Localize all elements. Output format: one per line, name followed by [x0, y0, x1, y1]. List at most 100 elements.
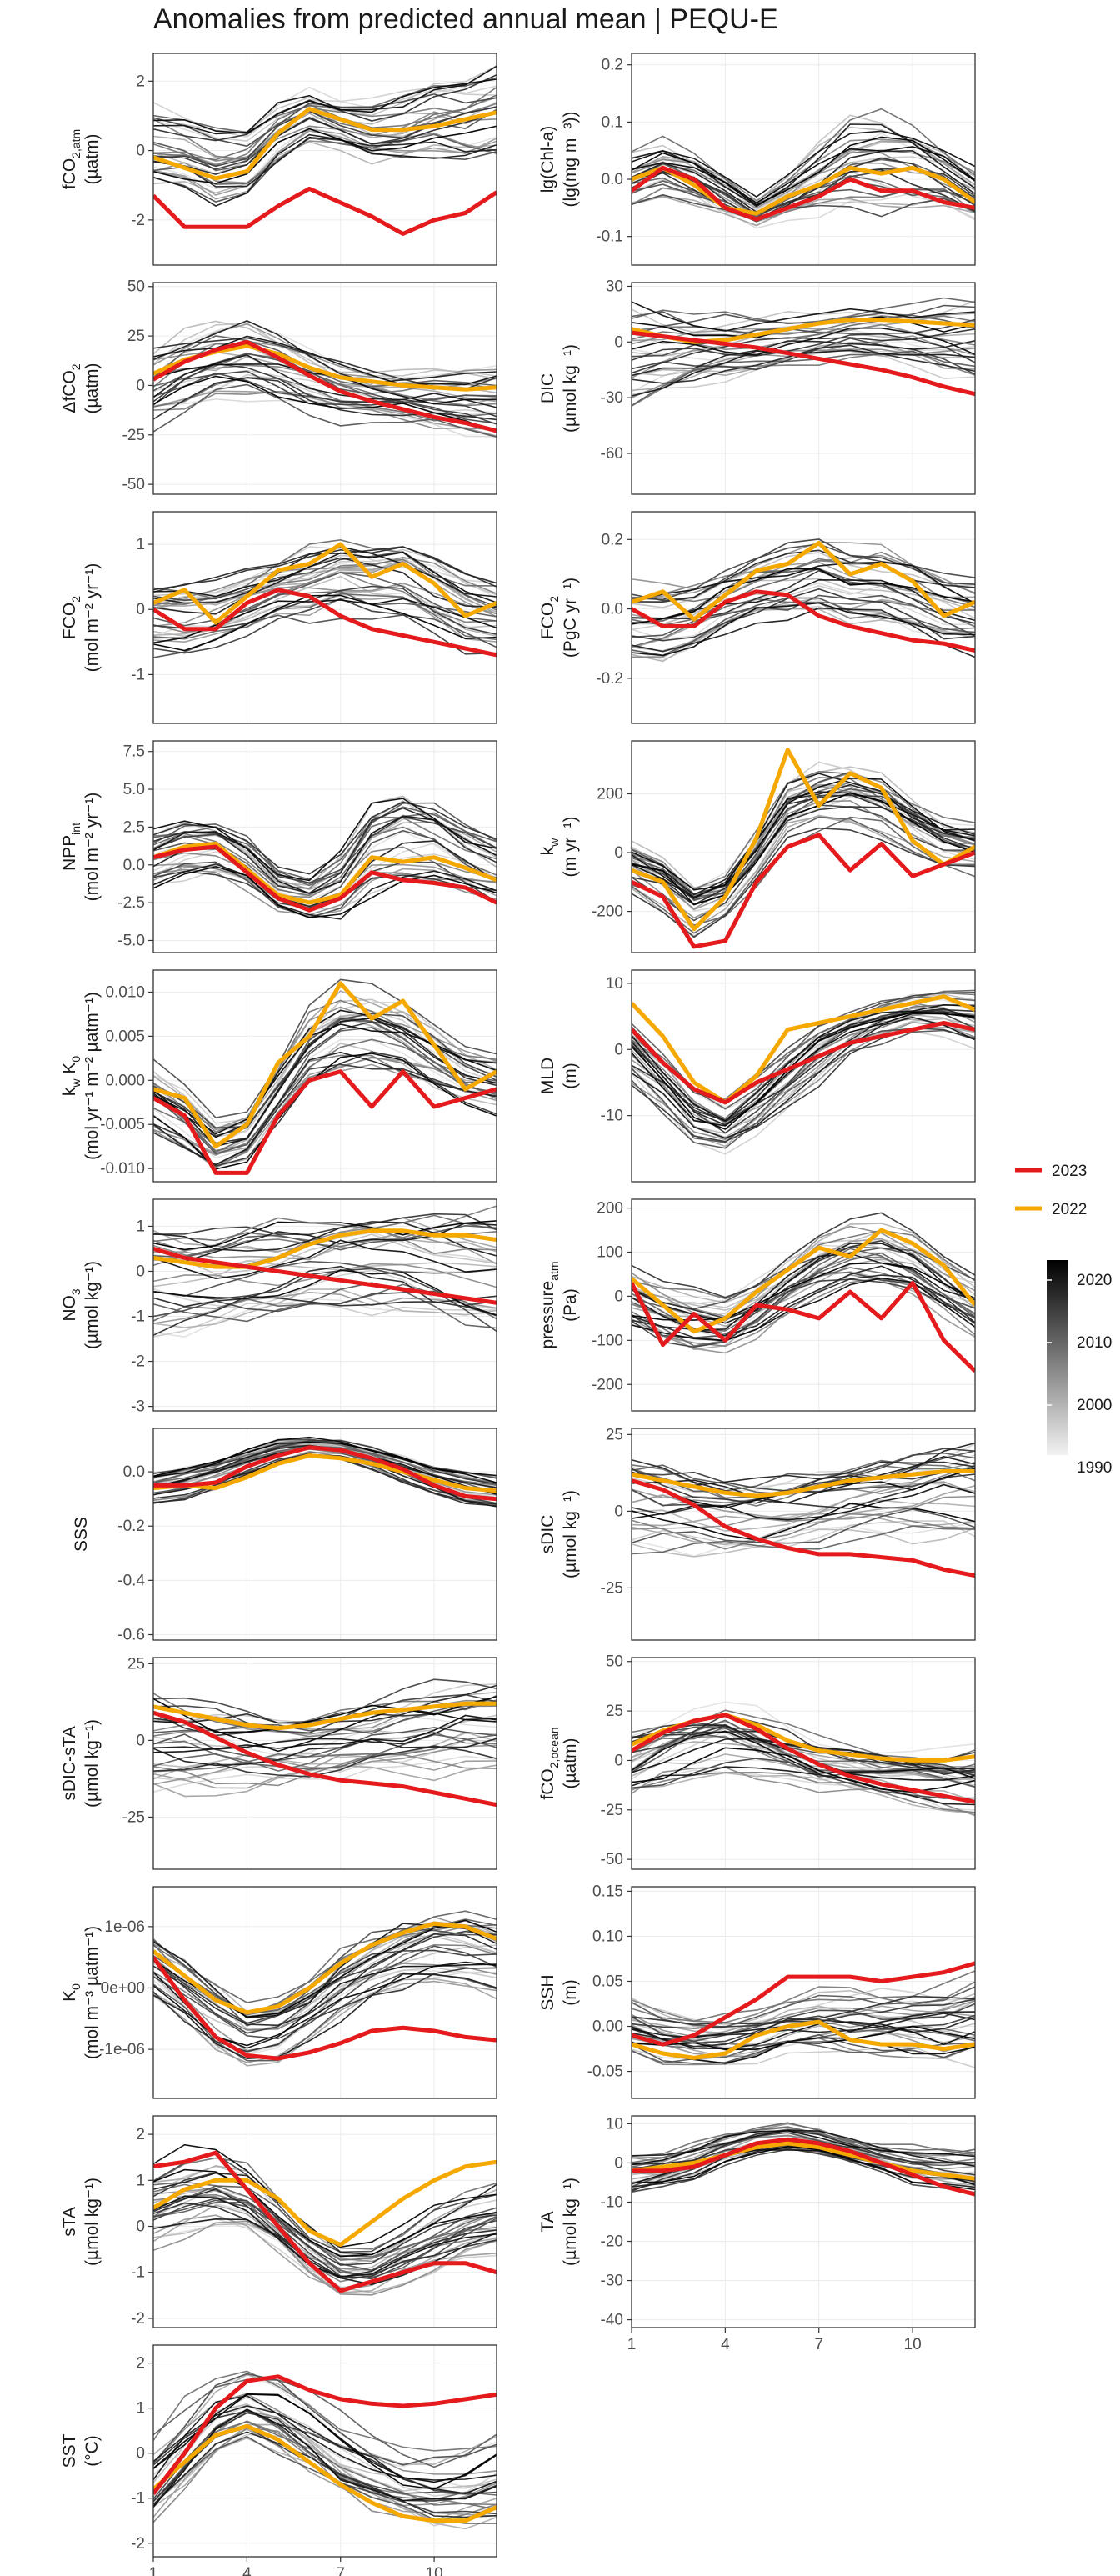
series-2023-line [632, 1713, 975, 1804]
year-line [153, 861, 497, 918]
year-line [153, 815, 497, 894]
panel-frame [631, 969, 976, 1183]
year-line [153, 572, 497, 627]
year-line [632, 304, 975, 336]
year-line [153, 398, 497, 438]
highlight-series [632, 1961, 975, 2060]
y-tick-label: 0 [136, 1263, 145, 1280]
series-2023-line [632, 165, 975, 222]
year-line [632, 1732, 975, 1788]
year-line [153, 2428, 497, 2518]
highlight-series [632, 1469, 975, 1578]
year-line [632, 1003, 975, 1122]
historical-year-lines [632, 297, 975, 407]
y-axis-label: sDIC-sTA [60, 1726, 79, 1800]
series-2022-line [632, 2019, 975, 2060]
y-axis-label: fCO2,ocean [538, 1727, 561, 1799]
year-line [153, 1753, 497, 1787]
y-tick-label: 0.0 [123, 1463, 145, 1481]
year-line [632, 1503, 975, 1541]
series-2022-line [153, 2159, 497, 2248]
panel-dfCO2: -50 -25 0 25 50 ΔfCO2 (µatm) [60, 278, 498, 495]
y-axis-unit: (mol m⁻² yr⁻¹) [82, 563, 102, 673]
year-line [153, 2195, 497, 2278]
series-2022-line [153, 841, 497, 905]
year-line [632, 2129, 975, 2166]
year-line [153, 2168, 497, 2258]
panel-background [153, 2116, 497, 2328]
y-tick-label: 0 [614, 1752, 623, 1769]
panel-frame [152, 2344, 498, 2558]
year-line [153, 806, 497, 880]
year-line [153, 1930, 497, 2024]
year-line [632, 1525, 975, 1555]
panel-kw: -200 0 200 kw (m yr⁻¹) [538, 740, 976, 953]
y-tick-label: -1 [131, 666, 145, 683]
series-2023-line [632, 1961, 975, 2047]
year-line [153, 802, 497, 885]
y-axis-label: FCO2 [60, 596, 82, 639]
y-tick-label: 2 [136, 2355, 145, 2373]
year-line [153, 2370, 497, 2452]
year-line [153, 1978, 497, 2067]
year-line [632, 193, 975, 222]
series-2023-line [153, 186, 497, 236]
year-line [632, 2021, 975, 2050]
panel-frame [631, 1198, 976, 1412]
year-line [632, 2025, 975, 2051]
y-tick-label: 10 [606, 975, 623, 993]
series-2022-line [632, 748, 975, 932]
year-line [153, 1910, 497, 2003]
series-2023-line [632, 1281, 975, 1373]
panel-frame [152, 969, 498, 1183]
year-line [632, 1701, 975, 1754]
panel-FCO2_pg: -0.2 0.0 0.2 FCO2 (PgC yr⁻¹) [538, 511, 976, 724]
series-2023-line [153, 2374, 497, 2495]
y-axis-label: K0 [60, 1983, 82, 2002]
y-tick-label: -0.2 [118, 1518, 145, 1535]
year-line [153, 1213, 497, 1236]
series-2022-line [632, 165, 975, 216]
year-line [632, 2003, 975, 2043]
year-line [153, 1239, 497, 1280]
historical-year-lines [153, 320, 497, 438]
y-tick-label: 50 [606, 1653, 623, 1671]
x-tick-label: 10 [904, 2336, 922, 2353]
y-tick-label: 0.000 [105, 1072, 145, 1089]
year-line [153, 1232, 497, 1265]
legend: 2023 2022 2020 2010 2000 1990 [1015, 1163, 1112, 1477]
year-line [153, 1944, 497, 2034]
year-line [153, 1924, 497, 2016]
year-line [153, 133, 497, 185]
series-2023-line [632, 589, 975, 653]
y-axis-label: sTA [60, 2207, 79, 2237]
panel-frame [631, 740, 976, 953]
y-axis-label: kw [538, 838, 561, 856]
historical-year-lines [632, 761, 975, 938]
y-tick-label: -1 [131, 2264, 145, 2282]
highlight-series [153, 542, 497, 658]
highlight-series [632, 1228, 975, 1373]
year-line [153, 2220, 497, 2296]
series-2022-line [153, 2423, 497, 2523]
y-tick-label: -2 [131, 2535, 145, 2553]
y-tick-label: -0.4 [118, 1572, 145, 1589]
year-line [632, 1243, 975, 1324]
y-tick-label: 1 [136, 2172, 145, 2189]
y-tick-label: 0e+00 [101, 1979, 145, 1997]
series-2022-line [632, 541, 975, 622]
year-line [632, 170, 975, 226]
y-tick-label: 1 [136, 2400, 145, 2418]
y-axis-unit: (mol yr⁻¹ m⁻² µatm⁻¹) [82, 992, 102, 1160]
y-tick-label: -50 [122, 476, 145, 493]
y-axis: -0.6 -0.4 -0.2 0.0 [118, 1463, 153, 1643]
year-line [632, 1459, 975, 1499]
year-line [632, 551, 975, 600]
y-tick-label: 0.005 [105, 1028, 145, 1045]
y-tick-label: 0.1 [602, 113, 623, 131]
y-tick-label: 0.2 [602, 57, 623, 74]
y-axis-label: pressureatm [538, 1261, 561, 1348]
y-axis-label: ΔfCO2 [60, 363, 82, 413]
y-tick-label: -50 [601, 1851, 623, 1868]
y-tick-label: -60 [601, 445, 623, 463]
